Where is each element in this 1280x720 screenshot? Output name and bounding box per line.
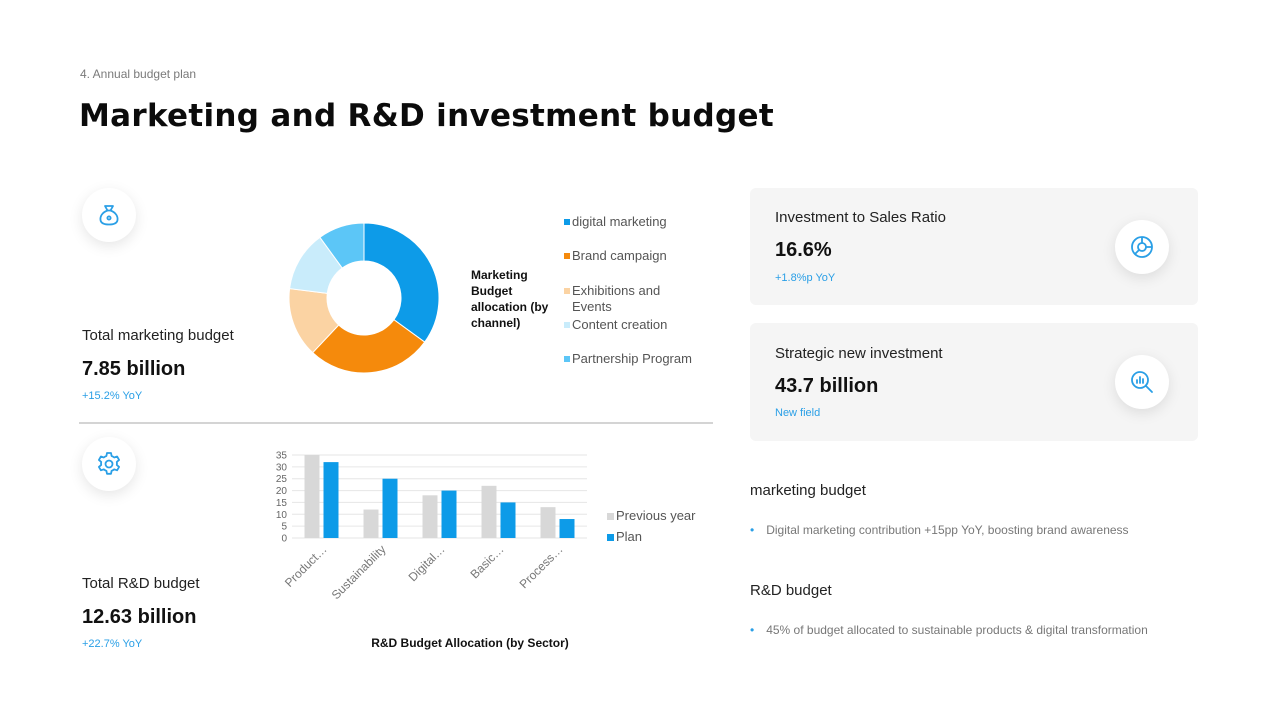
- legend-swatch: [564, 288, 570, 294]
- bar-legend-label: Previous year: [616, 508, 696, 523]
- bullet-dot: •: [750, 523, 755, 537]
- investment-ratio-card: Investment to Sales Ratio 16.6% +1.8%p Y…: [750, 188, 1198, 305]
- legend-exhibitions: Exhibitions and Events: [564, 283, 694, 315]
- marketing-budget-delta: +15.2% YoY: [82, 390, 143, 402]
- bullet-dot: •: [750, 623, 755, 637]
- x-tick-label: Digital…: [406, 542, 448, 584]
- section-divider: [79, 422, 713, 424]
- legend-swatch: [564, 356, 570, 362]
- donut-slice-4: [319, 222, 365, 269]
- rnd-notes-heading: R&D budget: [750, 582, 832, 599]
- magnify-chart-icon: [1115, 355, 1169, 409]
- y-tick-label: 20: [276, 486, 288, 497]
- bar-legend-swatch: [607, 534, 614, 541]
- x-tick-label: Basic…: [467, 542, 506, 581]
- section-label: 4. Annual budget plan: [80, 67, 197, 81]
- bar-plan-1: [382, 478, 398, 538]
- marketing-budget-label: Total marketing budget: [82, 327, 234, 344]
- y-tick-label: 30: [276, 462, 288, 473]
- legend-content-creation: Content creation: [564, 317, 667, 333]
- legend-label: Exhibitions and Events: [572, 283, 661, 314]
- y-tick-label: 25: [276, 474, 288, 485]
- legend-brand-campaign: Brand campaign: [564, 248, 667, 264]
- card-delta: New field: [775, 407, 821, 419]
- bar-previous-4: [540, 507, 556, 538]
- rnd-budget-value: 12.63 billion: [82, 606, 197, 628]
- marketing-note-bullet: • Digital marketing contribution +15pp Y…: [750, 523, 1129, 537]
- bullet-text: 45% of budget allocated to sustainable p…: [766, 623, 1148, 637]
- donut-slice-0: [363, 222, 440, 343]
- bar-plan-2: [441, 490, 457, 538]
- legend-swatch: [564, 219, 570, 225]
- legend-swatch: [564, 253, 570, 259]
- legend-swatch: [564, 322, 570, 328]
- card-value: 43.7 billion: [775, 375, 879, 397]
- page-title: Marketing and R&D investment budget: [79, 98, 774, 134]
- bar-chart-title: R&D Budget Allocation (by Sector): [371, 636, 569, 650]
- bar-legend-swatch: [607, 513, 614, 520]
- y-tick-label: 5: [281, 522, 287, 533]
- bar-previous-2: [422, 495, 438, 538]
- legend-digital-marketing: digital marketing: [564, 214, 667, 230]
- strategic-investment-card: Strategic new investment 43.7 billion Ne…: [750, 323, 1198, 441]
- bar-plan-0: [323, 462, 339, 538]
- marketing-notes-heading: marketing budget: [750, 482, 866, 499]
- legend-label: digital marketing: [572, 214, 667, 229]
- pie-chart-icon: [1115, 220, 1169, 274]
- card-delta: +1.8%p YoY: [775, 272, 836, 284]
- marketing-budget-value: 7.85 billion: [82, 358, 186, 380]
- y-tick-label: 35: [276, 451, 288, 462]
- card-label: Strategic new investment: [775, 345, 943, 362]
- x-tick-label: Process…: [517, 542, 566, 591]
- bar-legend-label: Plan: [616, 529, 642, 544]
- money-bag-icon: [82, 188, 136, 242]
- legend-label: Brand campaign: [572, 248, 667, 263]
- rnd-budget-label: Total R&D budget: [82, 575, 200, 592]
- x-tick-label: Product…: [282, 542, 330, 590]
- bar-plan-3: [500, 502, 516, 538]
- legend-label: Partnership Program: [572, 351, 692, 366]
- y-tick-label: 15: [276, 498, 288, 509]
- donut-slice-1: [311, 319, 426, 374]
- x-tick-label: Sustainability: [329, 542, 389, 602]
- legend-partnership: Partnership Program: [564, 351, 692, 367]
- marketing-donut-chart: [288, 222, 440, 374]
- bar-plan-4: [559, 519, 575, 538]
- y-tick-label: 10: [276, 510, 288, 521]
- gear-icon: [82, 437, 136, 491]
- donut-chart-title: Marketing Budget allocation (by channel): [471, 268, 549, 330]
- rnd-note-bullet: • 45% of budget allocated to sustainable…: [750, 623, 1148, 637]
- bar-previous-1: [363, 509, 379, 538]
- card-label: Investment to Sales Ratio: [775, 209, 946, 226]
- bullet-text: Digital marketing contribution +15pp YoY…: [766, 523, 1129, 537]
- rnd-budget-delta: +22.7% YoY: [82, 638, 143, 650]
- card-value: 16.6%: [775, 239, 832, 261]
- legend-label: Content creation: [572, 317, 668, 332]
- bar-previous-0: [304, 455, 320, 538]
- y-tick-label: 0: [281, 534, 287, 545]
- bar-previous-3: [481, 485, 497, 538]
